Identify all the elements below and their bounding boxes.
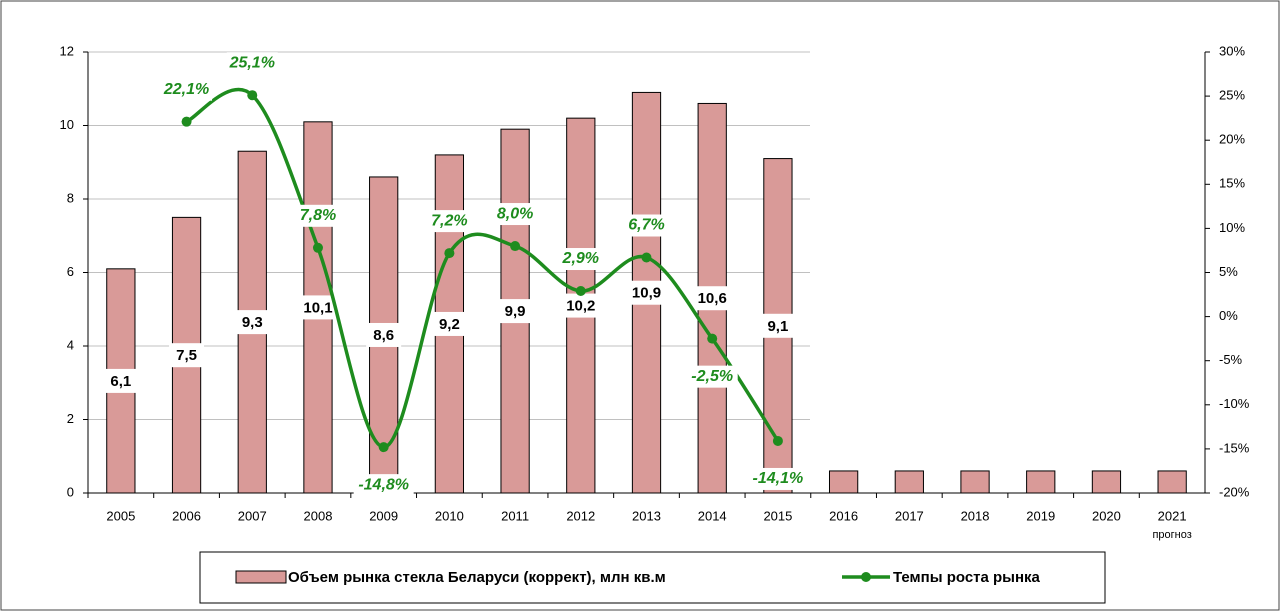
legend-label: Объем рынка стекла Беларуси (коррект), м… <box>288 569 666 586</box>
bar-label: 8,6 <box>373 327 394 344</box>
line-label-bg <box>428 210 471 233</box>
bar-label-bg <box>624 280 669 305</box>
line-label-bg <box>296 204 339 227</box>
bar-label: 9,2 <box>439 316 460 333</box>
bar-label-bg <box>234 310 270 335</box>
bar-label-bg <box>431 311 467 336</box>
x-tick-label: 2008 <box>304 508 333 523</box>
line-point <box>312 242 323 253</box>
line-label: 6,7% <box>628 217 664 234</box>
y2-tick-label: 25% <box>1219 88 1245 103</box>
bar-label: 9,9 <box>505 303 526 320</box>
line-label: -14,8% <box>358 476 409 493</box>
x-tick-label: 2016 <box>829 508 858 523</box>
x-tick-label: 2011 <box>501 508 529 523</box>
x-tick-label: 2019 <box>1026 508 1055 523</box>
y-tick-label: 2 <box>67 411 74 426</box>
x-tick-label: 2014 <box>698 508 727 523</box>
line-label: -14,1% <box>753 470 804 487</box>
line-point <box>772 435 783 446</box>
y2-tick-label: -15% <box>1219 440 1250 455</box>
bar-label: 10,9 <box>632 285 661 302</box>
legend-marker <box>861 572 871 582</box>
line-label: 7,8% <box>300 207 336 224</box>
y2-tick-label: 5% <box>1219 264 1238 279</box>
x-tick-label: 2007 <box>238 508 267 523</box>
y-tick-label: 6 <box>67 264 74 279</box>
line-point <box>641 252 652 263</box>
x-tick-label: 2018 <box>961 508 990 523</box>
x-tick-label: 2012 <box>566 508 595 523</box>
legend-box <box>199 551 1106 604</box>
line-point <box>378 442 389 453</box>
bar <box>828 470 859 494</box>
bar-label: 10,2 <box>566 298 595 315</box>
line-point <box>510 241 521 252</box>
line-label-bg <box>559 248 602 271</box>
line-point <box>444 248 455 259</box>
bar <box>894 470 924 494</box>
line-label-bg <box>494 203 537 226</box>
line-point <box>575 286 586 297</box>
line-label-bg <box>161 78 213 101</box>
x-tick-label: 2013 <box>632 508 661 523</box>
bar <box>960 470 990 494</box>
line-label: 2,9% <box>562 250 599 267</box>
y-tick-label: 0 <box>67 484 74 499</box>
line-label-bg <box>226 52 278 75</box>
line-label: -2,5% <box>691 368 733 385</box>
bar-label: 7,5 <box>176 347 197 364</box>
bar <box>1091 470 1122 494</box>
y2-tick-label: 20% <box>1219 132 1245 147</box>
line-point <box>247 90 258 101</box>
line-label-bg <box>625 214 668 237</box>
line-label: 25,1% <box>229 54 275 71</box>
bar-label-bg <box>558 293 603 318</box>
bar <box>1157 470 1187 494</box>
bar-label-bg <box>169 343 205 368</box>
y2-tick-label: 30% <box>1219 43 1245 58</box>
bar-label-bg <box>103 368 139 393</box>
y-tick-label: 4 <box>67 337 74 352</box>
line-label: 7,2% <box>431 212 467 229</box>
y2-tick-label: -10% <box>1219 396 1250 411</box>
y-tick-label: 12 <box>60 43 74 58</box>
x-tick-label: 2010 <box>435 508 464 523</box>
bar-label-bg <box>497 299 533 324</box>
bar-label: 10,6 <box>698 290 727 307</box>
x-tick-label: 2005 <box>106 508 135 523</box>
bar-label: 10,1 <box>303 299 332 316</box>
bar-label: 9,1 <box>767 318 788 335</box>
bar <box>1026 470 1056 494</box>
bar-label: 6,1 <box>110 373 131 390</box>
line-label-bg <box>353 474 414 497</box>
y2-tick-label: 0% <box>1219 308 1238 323</box>
bar-label-bg <box>690 286 735 311</box>
x-tick-label: 2017 <box>895 508 924 523</box>
x-tick-label: 2015 <box>763 508 792 523</box>
y2-tick-label: -5% <box>1219 352 1243 367</box>
line-label-bg <box>747 467 808 490</box>
legend-swatch <box>235 570 287 584</box>
x-tick-label: 2009 <box>369 508 398 523</box>
line-point <box>181 116 192 127</box>
line-label: 8,0% <box>497 205 533 222</box>
y-tick-label: 10 <box>60 117 74 132</box>
x-tick-label: 2020 <box>1092 508 1121 523</box>
bar-label-bg <box>366 322 402 347</box>
y2-tick-label: 15% <box>1219 176 1245 191</box>
bar-label: 9,3 <box>242 314 263 331</box>
x-tick-label: 2006 <box>172 508 201 523</box>
x-note: прогноз <box>1152 529 1191 541</box>
line-label: 22,1% <box>163 81 209 98</box>
y-tick-label: 8 <box>67 190 74 205</box>
line-label-bg <box>686 365 738 388</box>
y2-tick-label: -20% <box>1219 484 1250 499</box>
bar-label-bg <box>760 313 796 338</box>
line-point <box>707 333 718 344</box>
y2-tick-label: 10% <box>1219 220 1245 235</box>
legend-label: Темпы роста рынка <box>893 569 1041 586</box>
x-tick-label: 2021 <box>1158 508 1187 523</box>
